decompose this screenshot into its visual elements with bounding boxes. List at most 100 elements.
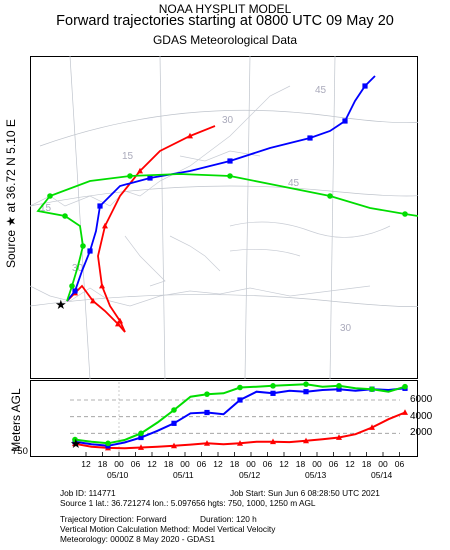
- duration: Duration: 120 h: [200, 514, 257, 524]
- height-data-point: [303, 381, 309, 387]
- trajectory-point: [69, 283, 75, 289]
- x-tick-label: 12: [345, 459, 355, 469]
- model-name: NOAA HYSPLIT MODEL: [158, 2, 292, 16]
- info-row: Job ID: 114771 Job Start: Sun Jun 6 08:28…: [60, 488, 380, 498]
- height-data-point: [237, 397, 243, 403]
- x-tick-label: 00: [180, 459, 190, 469]
- height-data-point: [138, 444, 144, 450]
- height-data-point: [237, 440, 243, 446]
- x-tick-label: 18: [164, 459, 174, 469]
- height-data-point: [204, 391, 210, 397]
- height-data-point: [204, 409, 210, 416]
- start-height-label: 750: [12, 446, 28, 457]
- trajectory-point: [117, 317, 123, 324]
- x-tick-label: 00: [378, 459, 388, 469]
- grid-label: 30: [222, 115, 234, 126]
- y-tick-label: 2000: [410, 427, 433, 439]
- trajectory-point: [102, 222, 108, 229]
- job-start: Job Start: Sun Jun 6 08:28:50 UTC 2021: [230, 488, 380, 498]
- height-data-point: [171, 407, 177, 413]
- trajectory-point: [342, 118, 348, 124]
- map-coastlines: [30, 85, 391, 307]
- trajectory-point: [62, 213, 68, 219]
- job-id: Job ID: 114771: [60, 488, 116, 498]
- trajectory-point: [402, 211, 408, 217]
- height-chart: ★ 12 18 00 06 12 18 00 06 12 18 00 06 12 18 00 06 12 18 00…: [30, 380, 418, 469]
- trajectory-point: [72, 288, 78, 294]
- height-data-point: [402, 383, 408, 390]
- x-tick-label: 18: [362, 459, 372, 469]
- trajectory-line: [66, 125, 216, 333]
- source-star-icon: ★: [55, 297, 67, 312]
- date-label: 05/13: [305, 470, 327, 480]
- x-tick-label: 06: [131, 459, 141, 469]
- height-data-point: [402, 409, 408, 415]
- trajectory-point: [115, 320, 121, 327]
- source-info: Source 1 lat.: 36.721274 lon.: 5.097656 …: [60, 498, 316, 508]
- chart-subtitle: GDAS Meteorological Data: [152, 33, 298, 47]
- trajectory-point: [90, 297, 96, 304]
- source-location-label: Source ★ at 36.72 N 5.10 E: [4, 119, 18, 268]
- trajectory-point: [137, 167, 143, 174]
- height-data-point: [105, 440, 111, 447]
- meteorology: Meteorology: 0000Z 8 May 2020 - GDAS1: [60, 534, 215, 544]
- height-data-point: [138, 434, 144, 441]
- x-tick-label: 06: [263, 459, 273, 469]
- trajectory-line: [66, 75, 376, 302]
- trajectory-point: [307, 135, 313, 141]
- x-tick-label: 00: [312, 459, 322, 469]
- x-tick-label: 12: [279, 459, 289, 469]
- height-data-point: [369, 424, 375, 430]
- height-data-point: [270, 390, 276, 396]
- x-tick-label: 18: [230, 459, 240, 469]
- date-label: 05/10: [107, 470, 129, 480]
- height-data-point: [138, 430, 144, 437]
- height-data-point: [270, 438, 276, 445]
- x-tick-label: 12: [81, 459, 91, 469]
- source-star-icon: ★: [70, 436, 82, 451]
- x-tick-label: 12: [147, 459, 157, 469]
- height-data-point: [336, 434, 342, 440]
- trajectory-point: [227, 158, 233, 164]
- trajectory-point: [127, 173, 133, 179]
- grid-label: 15: [122, 151, 134, 162]
- height-data-point: [336, 383, 342, 389]
- x-tick-label: 18: [98, 459, 108, 469]
- y-tick-label: 6000: [410, 394, 433, 405]
- date-label: 05/11: [173, 470, 194, 480]
- trajectory-map: 45 30 15 15 30 45 30 ★: [30, 56, 418, 379]
- trajectory-line: [36, 173, 418, 302]
- height-data-point: [171, 442, 177, 449]
- trajectory-point: [327, 193, 333, 199]
- height-data-point: [237, 384, 243, 391]
- trajectory-point: [147, 175, 153, 181]
- trajectory-direction: Trajectory Direction: Forward: [60, 514, 167, 524]
- grid-label: 45: [288, 178, 300, 189]
- grid-label: 45: [315, 85, 327, 96]
- height-data-point: [204, 440, 210, 446]
- height-data-point: [369, 386, 375, 392]
- height-data-point: [303, 389, 309, 395]
- y-tick-label: 4000: [410, 410, 433, 422]
- chart-title: Forward trajectories starting at 0800 UT…: [56, 13, 394, 29]
- trajectory-point: [99, 282, 105, 289]
- map-frame: [30, 56, 418, 379]
- trajectory-point: [87, 248, 93, 254]
- x-tick-label: 06: [395, 459, 405, 469]
- x-tick-label: 12: [213, 459, 223, 469]
- height-data-point: [270, 383, 276, 389]
- trajectory-point: [187, 132, 193, 139]
- trajectory-point: [97, 203, 103, 209]
- trajectory-point: [362, 83, 368, 89]
- height-data-point: [303, 437, 309, 444]
- vertical-motion-method: Vertical Motion Calculation Method: Mode…: [60, 524, 276, 534]
- date-label: 05/14: [371, 470, 393, 480]
- y-axis-label: Meters AGL: [9, 388, 23, 452]
- height-data-point: [72, 436, 78, 443]
- x-tick-label: 06: [197, 459, 207, 469]
- trajectory-point: [80, 243, 86, 249]
- height-data-point: [171, 420, 177, 426]
- trajectory-point: [47, 193, 53, 199]
- x-tick-label: 06: [329, 459, 339, 469]
- height-data-point: [336, 386, 342, 392]
